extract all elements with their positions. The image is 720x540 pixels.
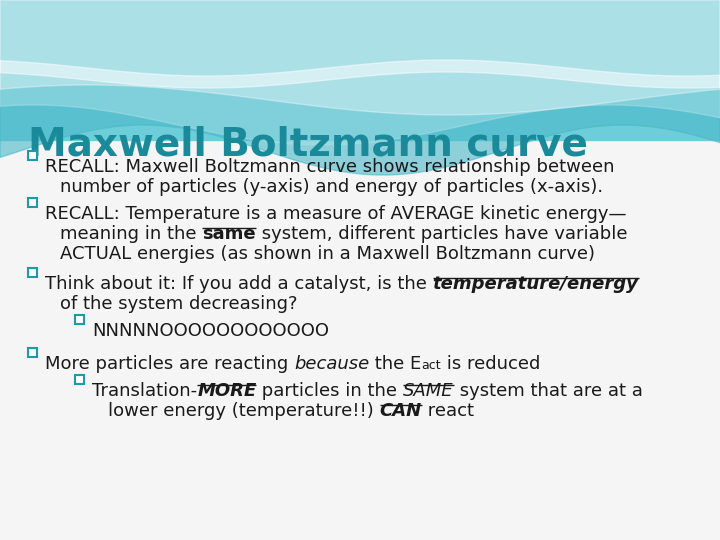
Text: temperature/energy: temperature/energy [433, 275, 639, 293]
Text: NNNNNOOOOOOOOOOOO: NNNNNOOOOOOOOOOOO [92, 322, 329, 340]
Text: RECALL: Temperature is a measure of AVERAGE kinetic energy—: RECALL: Temperature is a measure of AVER… [45, 205, 626, 223]
Text: Maxwell Boltzmann curve: Maxwell Boltzmann curve [28, 125, 588, 163]
Bar [28, 268, 37, 277]
Text: lower energy (temperature!!): lower energy (temperature!!) [108, 402, 379, 420]
Text: MORE: MORE [197, 382, 256, 400]
Text: is reduced: is reduced [441, 355, 541, 373]
Text: act: act [421, 359, 441, 372]
Text: number of particles (y-axis) and energy of particles (x-axis).: number of particles (y-axis) and energy … [60, 178, 603, 196]
Bar [28, 151, 37, 160]
Text: meaning in the: meaning in the [60, 225, 202, 243]
Text: react: react [422, 402, 474, 420]
Text: Translation-: Translation- [92, 382, 197, 400]
Text: SAME: SAME [403, 382, 454, 400]
Text: More particles are reacting: More particles are reacting [45, 355, 294, 373]
Text: the E: the E [369, 355, 421, 373]
Text: system, different particles have variable: system, different particles have variabl… [256, 225, 627, 243]
Bar [75, 315, 84, 324]
Text: because: because [294, 355, 369, 373]
Bar [28, 348, 37, 357]
Text: system that are at a: system that are at a [454, 382, 643, 400]
Text: Think about it: If you add a catalyst, is the: Think about it: If you add a catalyst, i… [45, 275, 433, 293]
Bar [75, 375, 84, 384]
Text: CAN: CAN [379, 402, 422, 420]
Text: same: same [202, 225, 256, 243]
Text: of the system decreasing?: of the system decreasing? [60, 295, 297, 313]
Bar [28, 198, 37, 207]
Text: ACTUAL energies (as shown in a Maxwell Boltzmann curve): ACTUAL energies (as shown in a Maxwell B… [60, 245, 595, 263]
Text: particles in the: particles in the [256, 382, 403, 400]
Text: RECALL: Maxwell Boltzmann curve shows relationship between: RECALL: Maxwell Boltzmann curve shows re… [45, 158, 614, 176]
